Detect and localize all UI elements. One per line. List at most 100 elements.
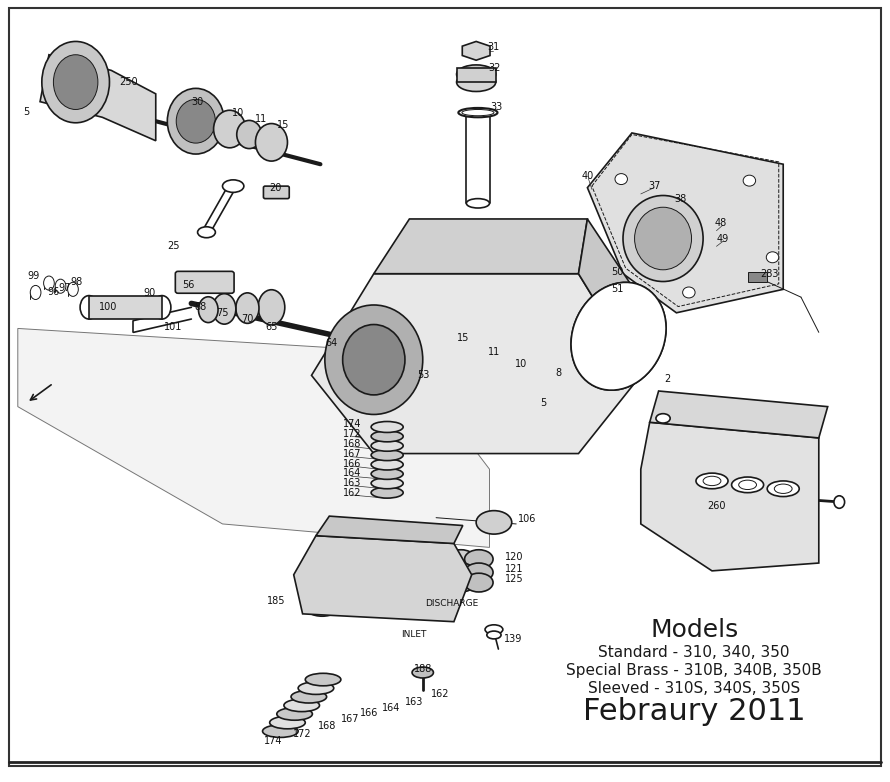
Text: DISCHARGE: DISCHARGE [425,599,479,608]
Ellipse shape [311,600,334,612]
Polygon shape [578,219,650,375]
Text: Special Brass - 310B, 340B, 350B: Special Brass - 310B, 340B, 350B [566,663,822,679]
Text: 106: 106 [518,515,536,524]
Text: 65: 65 [265,322,278,332]
Ellipse shape [258,289,285,325]
Polygon shape [312,274,641,454]
Ellipse shape [305,673,341,686]
Ellipse shape [476,511,512,534]
Ellipse shape [635,207,692,270]
Text: 33: 33 [490,102,503,112]
Ellipse shape [176,99,215,143]
Text: 97: 97 [59,283,71,292]
Ellipse shape [457,65,496,84]
Ellipse shape [371,468,403,479]
Ellipse shape [447,573,475,592]
Ellipse shape [487,631,501,639]
Text: 11: 11 [488,347,500,357]
Ellipse shape [222,180,244,192]
Text: 11: 11 [255,114,267,124]
Text: Sleeved - 310S, 340S, 350S: Sleeved - 310S, 340S, 350S [588,681,800,697]
Bar [457,68,496,82]
Text: 188: 188 [414,664,432,673]
Text: 8: 8 [556,368,562,378]
Ellipse shape [571,282,666,390]
Ellipse shape [255,124,287,161]
FancyBboxPatch shape [263,186,289,199]
Text: 31: 31 [487,42,499,52]
Ellipse shape [42,41,109,123]
Ellipse shape [462,109,494,116]
Text: Models: Models [650,618,739,641]
Ellipse shape [298,682,334,694]
Text: 168: 168 [344,439,361,449]
FancyBboxPatch shape [175,271,234,293]
Bar [89,296,162,319]
Text: 56: 56 [182,280,195,289]
Ellipse shape [412,667,433,678]
Ellipse shape [623,196,703,282]
Ellipse shape [571,282,666,390]
Text: 51: 51 [611,285,624,294]
Text: 162: 162 [432,690,449,699]
Ellipse shape [458,108,498,117]
Ellipse shape [284,699,320,712]
Ellipse shape [214,110,246,148]
Text: Standard - 310, 340, 350: Standard - 310, 340, 350 [598,645,790,661]
Ellipse shape [371,478,403,489]
Polygon shape [462,41,490,60]
Ellipse shape [313,564,349,584]
Text: 166: 166 [360,708,378,718]
Text: 20: 20 [270,183,282,192]
Ellipse shape [80,296,98,319]
Text: 50: 50 [611,267,624,277]
Ellipse shape [767,481,799,497]
Ellipse shape [55,279,66,293]
Ellipse shape [834,496,845,508]
Ellipse shape [320,568,343,580]
Ellipse shape [774,484,792,493]
Bar [748,272,767,282]
Ellipse shape [44,276,54,290]
Text: 168: 168 [319,721,336,730]
Ellipse shape [198,296,218,322]
Text: 15: 15 [277,120,289,130]
Ellipse shape [696,473,728,489]
Ellipse shape [485,625,503,634]
Ellipse shape [304,596,340,616]
Text: 172: 172 [344,429,361,439]
Ellipse shape [53,55,98,109]
Ellipse shape [371,431,403,442]
Text: 174: 174 [264,737,282,746]
Polygon shape [374,219,587,274]
Text: 32: 32 [489,63,501,73]
Ellipse shape [263,725,298,737]
Ellipse shape [683,287,695,298]
Text: 30: 30 [191,97,204,106]
Ellipse shape [270,716,305,729]
Text: 40: 40 [581,171,594,181]
Ellipse shape [457,73,496,91]
Text: 125: 125 [506,574,523,583]
Ellipse shape [703,476,721,486]
Ellipse shape [237,120,262,149]
Polygon shape [650,391,828,438]
Text: 98: 98 [70,277,83,286]
Ellipse shape [732,477,764,493]
Polygon shape [18,328,490,547]
Text: 260: 260 [708,501,725,511]
Ellipse shape [371,487,403,498]
Ellipse shape [465,550,493,569]
Text: 162: 162 [344,488,361,497]
Ellipse shape [466,199,490,208]
Ellipse shape [153,296,171,319]
Ellipse shape [447,550,475,569]
Ellipse shape [343,325,405,395]
Ellipse shape [315,586,338,598]
Text: 166: 166 [344,459,361,468]
Ellipse shape [236,292,259,324]
Text: 5: 5 [23,107,30,117]
Ellipse shape [325,305,423,414]
Text: 167: 167 [344,449,361,458]
Text: 75: 75 [216,308,229,317]
